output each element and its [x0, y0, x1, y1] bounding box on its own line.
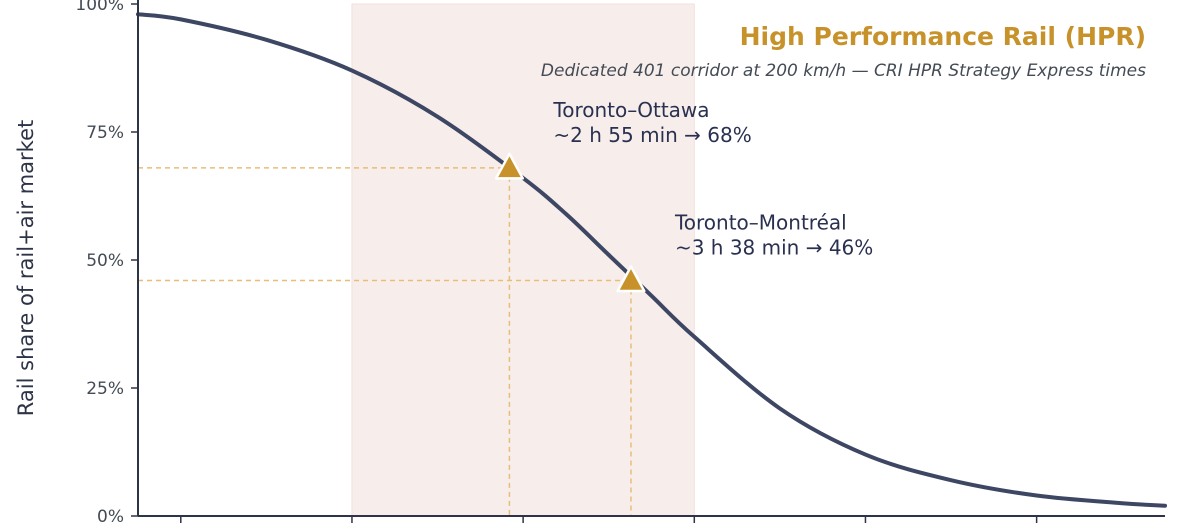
y-tick-labels: 0% 25% 50% 75% 100% [75, 0, 138, 527]
chart-title: High Performance Rail (HPR) [740, 22, 1146, 51]
annotation-2-line1: Toronto–Montréal [674, 210, 847, 234]
annotation-1-line1: Toronto–Ottawa [552, 98, 709, 122]
axes [137, 0, 1165, 517]
highlight-band [351, 3, 695, 517]
y-tick-label: 50% [86, 251, 124, 271]
x-ticks [180, 516, 1038, 523]
y-tick-label: 25% [86, 379, 124, 399]
y-tick-label: 0% [97, 507, 124, 527]
y-tick-label: 100% [75, 0, 124, 15]
annotation-2-line2: ~3 h 38 min → 46% [675, 235, 873, 259]
y-axis-label: Rail share of rail+air market [14, 120, 38, 416]
chart-subtitle: Dedicated 401 corridor at 200 km/h — CRI… [541, 61, 1146, 81]
annotations: Toronto–Ottawa~2 h 55 min → 68% Toronto–M… [552, 98, 873, 260]
y-tick-label: 75% [86, 123, 124, 143]
annotation-1-line2: ~2 h 55 min → 68% [553, 123, 751, 147]
markers [494, 152, 646, 293]
marker-2 [616, 265, 646, 293]
marker-1 [494, 152, 524, 180]
guide-lines [138, 167, 632, 516]
